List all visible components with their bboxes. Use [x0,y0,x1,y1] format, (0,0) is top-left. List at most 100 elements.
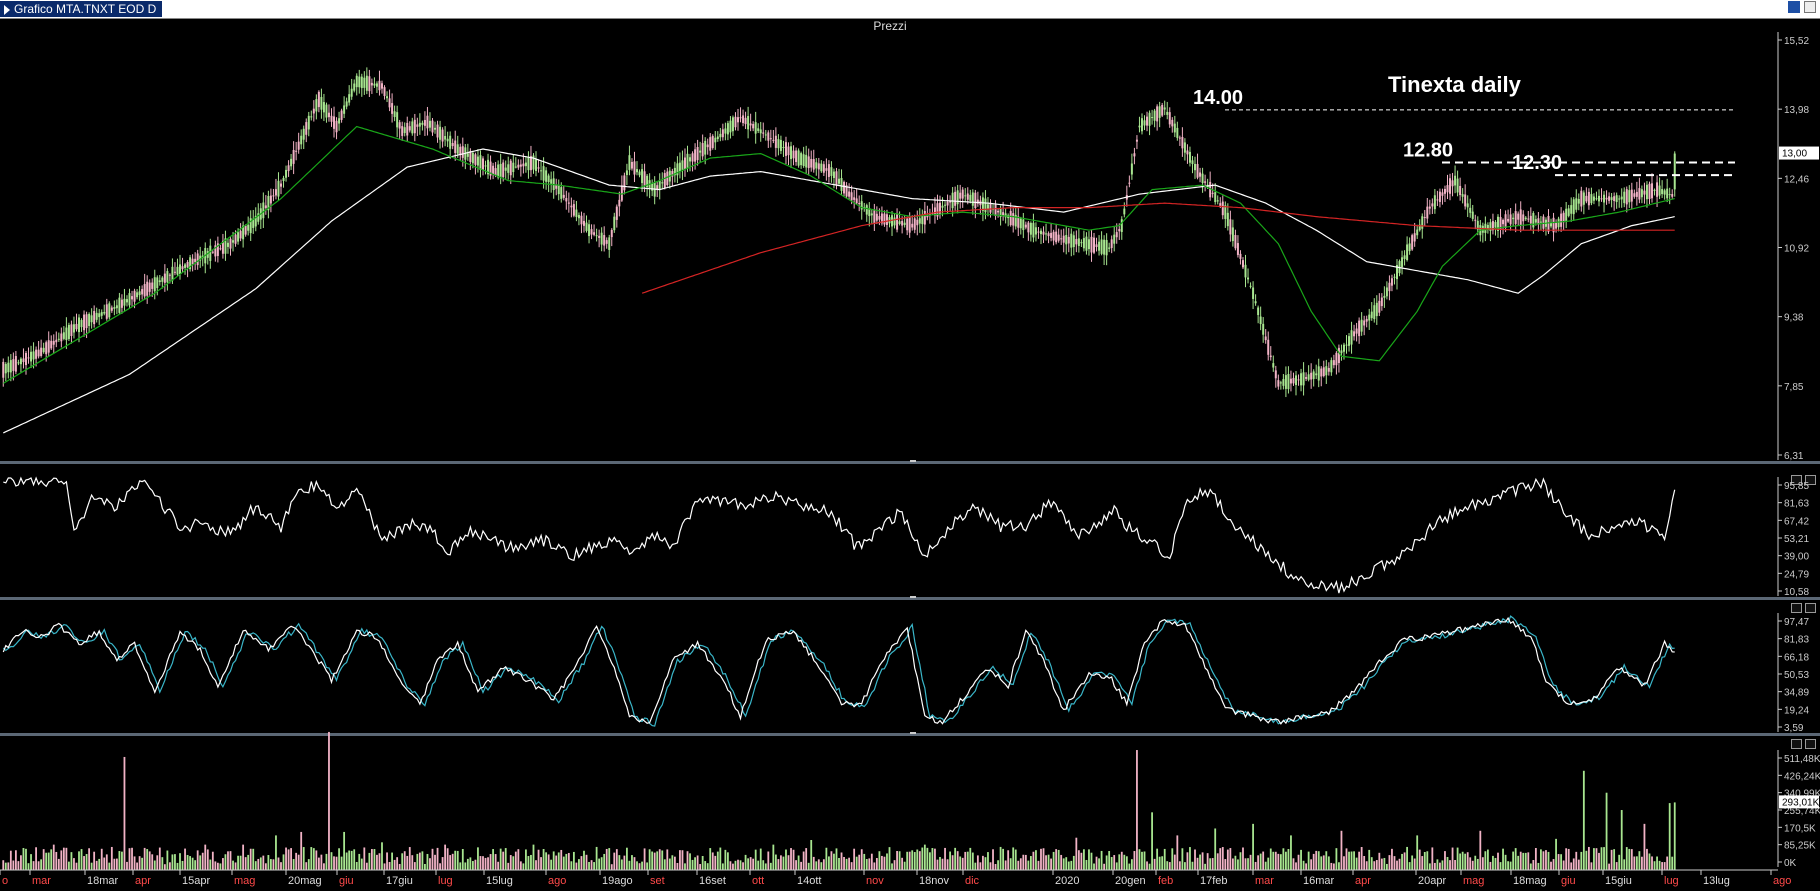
x-tick-label: feb [1158,875,1173,887]
candle-body [1461,194,1464,197]
volume-bar [27,863,30,870]
candle-body [989,203,992,213]
osc-tick-label: 81,63 [1784,499,1809,510]
candle-body [673,167,676,176]
candle-body [1562,212,1565,223]
volume-bar [479,856,482,870]
volume-bar [651,851,654,870]
minimize-icon[interactable] [1791,603,1802,613]
candle-body [40,347,43,356]
volume-bar [1075,837,1078,870]
volume-bar [1080,852,1083,870]
volume-bar [1661,862,1664,870]
candle-body [1105,240,1108,256]
volume-bar [906,851,909,870]
volume-bar [1537,862,1540,870]
volume-bar [257,858,260,870]
x-tick-label: 20gen [1115,875,1146,887]
candle-body [883,213,886,225]
volume-bar [1590,862,1593,870]
volume-bar [711,852,714,870]
volume-bar [181,860,184,870]
candle-body [1014,214,1017,227]
candle-body [1514,211,1517,224]
volume-bar [325,853,328,870]
volume-bar [1651,856,1653,870]
volume-bar [590,860,593,870]
volume-bar [987,852,989,870]
candle-body [1651,183,1654,199]
price-tick-label: 7,85 [1784,382,1804,393]
volume-bar [461,849,464,870]
panel-splitter-3[interactable] [0,732,1820,736]
volume-bar [795,860,797,870]
volume-bar [822,859,825,870]
candle-body [832,171,835,178]
volume-bar [767,851,770,870]
volume-bar [492,849,494,870]
candle-body [1610,197,1613,200]
volume-bar [418,852,421,870]
volume-bar [1093,863,1095,870]
volume-bar [297,854,300,870]
tile-icon[interactable] [1804,1,1816,13]
candle-body [784,142,787,156]
volume-bar [840,852,843,870]
candle-body [476,156,479,166]
volume-bar [1653,861,1656,870]
candle-body [1529,215,1532,224]
stoch-k-line [2,616,1675,725]
panel-splitter-1[interactable] [0,460,1820,464]
candle-body [131,296,134,300]
volume-panel [2,731,1676,870]
volume-bar [537,849,540,870]
volume-bar [588,861,590,870]
candle-body [1471,211,1474,219]
candle-body [1297,379,1300,381]
candle-body [1151,117,1154,119]
volume-bar [1580,851,1583,870]
candle-body [257,213,260,222]
volume-bar [398,863,401,870]
volume-bar [525,849,527,870]
candle-body [838,178,840,184]
volume-bar [595,846,598,870]
candle-body [1522,214,1525,222]
candle-body [93,311,96,325]
volume-bar [1509,861,1512,870]
candle-body [383,87,386,97]
restore-icon[interactable] [1788,1,1800,13]
candle-body [1507,218,1510,222]
candle-body [1211,192,1214,194]
volume-bar [1103,863,1106,870]
volume-bar [1507,861,1509,870]
volume-bar [1656,856,1658,870]
x-tick-label: set [650,875,665,887]
close-icon[interactable] [1805,603,1816,613]
candle-body [1342,344,1345,352]
panel-splitter-2[interactable] [0,596,1820,600]
chart-window-tab[interactable]: Grafico MTA.TNXT EOD D [0,1,163,17]
volume-bar [1189,847,1191,870]
close-icon[interactable] [1805,475,1816,485]
candle-body [1221,201,1224,216]
candle-body [671,170,674,177]
minimize-icon[interactable] [1791,739,1802,749]
minimize-icon[interactable] [1791,475,1802,485]
candle-body [1496,216,1499,231]
volume-bar [545,852,548,870]
candle-body [441,129,444,142]
candle-body [403,127,406,134]
volume-bar [1009,858,1012,870]
candle-body [1640,189,1643,198]
volume-bar [113,858,116,870]
volume-bar [1050,858,1052,870]
volume-bar [55,851,58,870]
volume-bar [739,860,742,870]
candle-body [37,349,40,357]
candle-body [610,229,613,238]
candle-body [4,363,7,374]
close-icon[interactable] [1805,739,1816,749]
volume-bar [1646,848,1648,870]
